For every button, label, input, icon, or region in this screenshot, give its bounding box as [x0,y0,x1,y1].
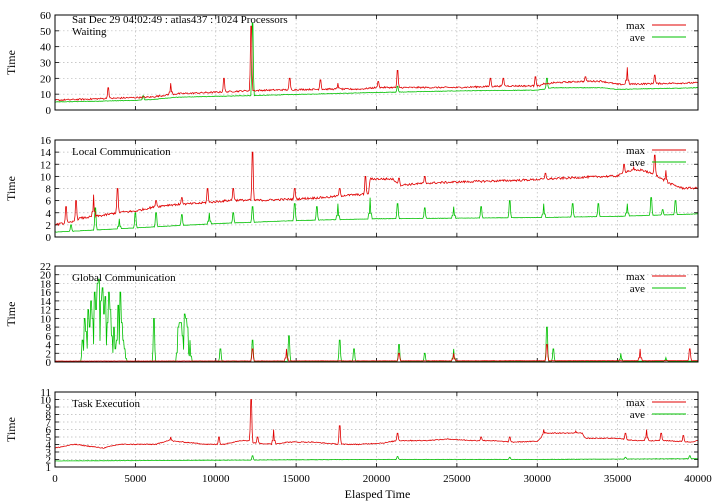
legend-label-ave: ave [630,283,645,295]
x-tick-label: 10000 [202,473,230,485]
y-tick-label: 10 [40,171,52,183]
series-line-max [54,151,699,227]
x-tick-label: 30000 [524,473,552,485]
x-tick-label: 40000 [684,473,712,485]
y-tick-label: 1 [46,462,52,474]
y-tick-label: 5 [46,432,52,444]
y-tick-label: 30 [40,58,52,70]
y-tick-label: 2 [46,348,52,360]
y-tick-label: 0 [46,357,52,369]
plot-frame [54,14,699,111]
x-tick-label: 15000 [282,473,310,485]
y-tick-label: 4 [46,340,52,352]
y-tick-label: 40 [40,42,52,54]
y-tick-label: 10 [40,395,52,407]
panel-title: Task Execution [72,398,140,410]
y-tick-label: 60 [40,10,52,22]
y-tick-label: 20 [40,73,52,85]
y-tick-label: 18 [40,278,52,290]
y-tick-label: 0 [46,105,52,117]
y-tick-label: 4 [46,440,52,452]
legend-label-max: max [626,20,645,32]
y-tick-label: 14 [40,147,52,159]
y-tick-label: 2 [46,455,52,467]
y-axis-label: Time [4,417,18,442]
x-axis-label: Elasped Time [345,487,411,501]
legend-label-max: max [626,271,645,283]
panel-title: Local Communication [72,146,171,158]
legend-label-ave: ave [630,157,645,169]
series-line-ave [54,22,699,103]
legend-label-max: max [626,145,645,157]
y-tick-label: 4 [46,208,52,220]
legend-label-max: max [626,397,645,409]
legend-label-ave: ave [630,32,645,44]
y-tick-label: 50 [40,26,52,38]
y-tick-label: 10 [40,89,52,101]
series-line-max [54,399,699,449]
y-tick-label: 0 [46,232,52,244]
y-tick-label: 8 [46,184,52,196]
y-axis-label: Time [4,176,18,201]
y-axis-label: Time [4,302,18,327]
x-tick-label: 25000 [443,473,471,485]
plot-frame [54,265,699,363]
y-tick-label: 22 [40,261,51,273]
y-tick-label: 6 [46,425,52,437]
y-tick-label: 12 [40,305,51,317]
plot-frame [54,139,699,238]
y-tick-label: 20 [40,270,52,282]
y-tick-label: 6 [46,196,52,208]
legend-label-ave: ave [630,409,645,421]
x-tick-label: 0 [52,473,58,485]
y-tick-label: 16 [40,135,52,147]
series-line-max [55,344,699,362]
y-tick-label: 10 [40,313,52,325]
panel-title: Global Communication [72,272,176,284]
y-tick-label: 9 [46,402,52,414]
y-tick-label: 8 [46,410,52,422]
x-tick-label: 20000 [363,473,391,485]
y-tick-label: 12 [40,159,51,171]
y-axis-label: Time [4,50,18,75]
panel-title: Waiting [72,26,107,38]
y-tick-label: 3 [46,447,52,459]
chart-header-title: Sat Dec 29 04:02:49 : atlas437 : 1024 Pr… [72,14,288,26]
plot-frame [54,391,699,468]
series-line-max [54,25,699,102]
x-tick-label: 35000 [604,473,632,485]
y-tick-label: 14 [40,296,52,308]
y-tick-label: 2 [46,220,52,232]
y-tick-label: 7 [46,417,52,429]
y-tick-label: 6 [46,331,52,343]
y-tick-label: 11 [40,387,51,399]
series-line-ave [54,197,698,233]
series-line-ave [54,455,699,462]
x-tick-label: 5000 [124,473,147,485]
y-tick-label: 8 [46,322,52,334]
y-tick-label: 16 [40,287,52,299]
